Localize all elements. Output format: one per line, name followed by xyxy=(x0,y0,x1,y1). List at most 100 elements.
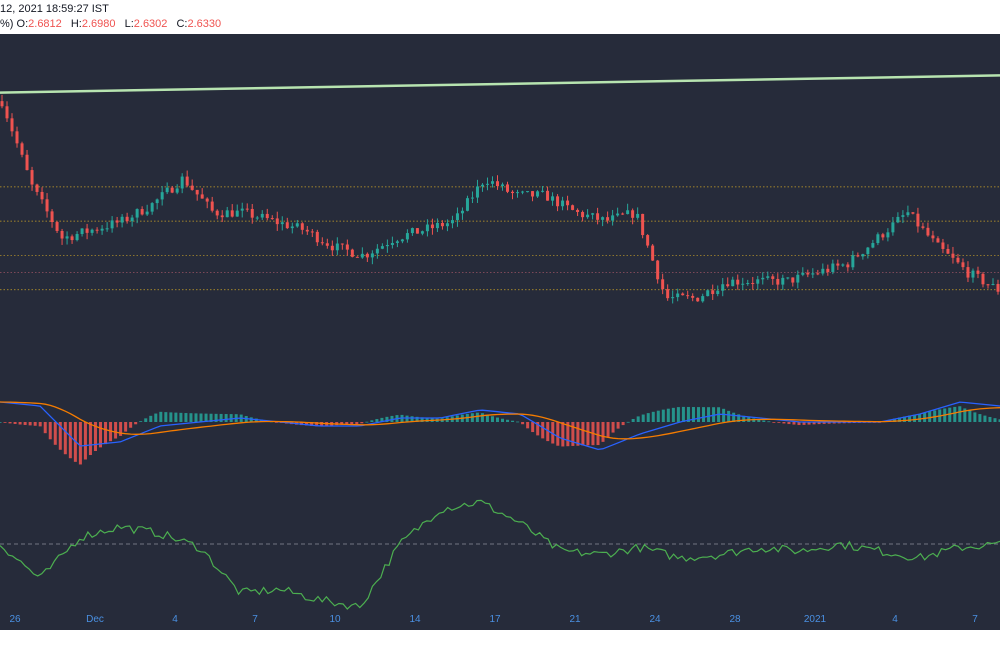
candle-body xyxy=(911,212,915,214)
candle-body xyxy=(275,218,279,225)
macd-histogram-bar xyxy=(174,412,178,422)
candle-body xyxy=(110,220,114,229)
macd-histogram-bar xyxy=(315,422,319,427)
candle-body xyxy=(420,231,424,234)
trend-line[interactable] xyxy=(0,74,1000,94)
macd-histogram-bar xyxy=(274,422,278,423)
macd-histogram-bar xyxy=(676,407,680,422)
candle-body xyxy=(836,263,840,266)
x-tick-label: 7 xyxy=(252,614,258,625)
candle-body xyxy=(821,268,825,274)
macd-histogram-bar xyxy=(159,411,163,422)
candle-body xyxy=(521,191,525,193)
open-label: O: xyxy=(16,18,29,30)
candle-body xyxy=(996,283,1000,292)
macd-histogram-bar xyxy=(903,416,907,422)
candle-body xyxy=(360,253,364,258)
candle-body xyxy=(200,194,204,199)
candle-body xyxy=(831,263,835,272)
macd-histogram-bar xyxy=(184,413,188,422)
candle-body xyxy=(20,143,24,155)
candle-body xyxy=(726,284,730,287)
macd-histogram-bar xyxy=(490,416,494,422)
candle-body xyxy=(320,242,324,244)
low-label: L: xyxy=(124,18,134,30)
trend-line-segment[interactable] xyxy=(0,74,1000,94)
candle-body xyxy=(571,205,575,210)
candle-body xyxy=(661,279,665,290)
candle-body xyxy=(490,181,494,184)
candle-body xyxy=(781,277,785,285)
candle-body xyxy=(736,279,740,285)
candle-body xyxy=(941,242,945,249)
macd-histogram-bar xyxy=(68,422,72,459)
macd-histogram-bar xyxy=(571,422,575,446)
candle-body xyxy=(80,228,84,235)
macd-histogram-bar xyxy=(485,414,489,422)
chart-canvas[interactable] xyxy=(0,34,1000,610)
macd-histogram-bar xyxy=(681,406,685,422)
candle-body xyxy=(806,272,810,275)
macd-histogram-bar xyxy=(918,414,922,422)
open-value: 2.6812 xyxy=(28,18,62,30)
x-tick-label: 7 xyxy=(972,614,978,625)
candle-body xyxy=(841,264,845,266)
chart-footer xyxy=(0,630,1000,660)
candle-body xyxy=(255,217,259,219)
macd-histogram-bar xyxy=(169,412,173,422)
x-tick-label: 14 xyxy=(409,614,421,625)
candle-body xyxy=(155,199,159,204)
x-tick-label: 17 xyxy=(489,614,501,625)
macd-histogram-bar xyxy=(134,422,138,425)
macd-histogram-bar xyxy=(586,422,590,446)
macd-histogram-bar xyxy=(536,422,540,436)
macd-line xyxy=(0,401,1000,451)
candle-body xyxy=(10,118,14,132)
candle-body xyxy=(470,197,474,199)
candle-body xyxy=(791,277,795,283)
macd-histogram-bar xyxy=(807,422,811,425)
candle-body xyxy=(145,211,149,215)
x-tick-label: 2021 xyxy=(803,614,827,625)
x-tick-label: 21 xyxy=(569,614,581,625)
macd-histogram-bar xyxy=(707,407,711,422)
macd-histogram-bar xyxy=(948,407,952,422)
macd-histogram-bar xyxy=(757,419,761,422)
candle-body xyxy=(901,215,905,217)
macd-histogram-bar xyxy=(998,419,1000,422)
candle-body xyxy=(906,212,910,216)
macd-histogram-bar xyxy=(43,422,47,434)
candle-body xyxy=(991,283,995,285)
candle-body xyxy=(75,234,79,241)
macd-histogram-bar xyxy=(546,422,550,442)
candle-body xyxy=(435,222,439,229)
candle-body xyxy=(485,183,489,185)
candle-body xyxy=(465,198,469,211)
candle-body xyxy=(631,210,635,218)
macd-histogram-bar xyxy=(661,409,665,422)
macd-histogram-bar xyxy=(380,417,384,422)
candle-body xyxy=(751,283,755,285)
candle-body xyxy=(340,243,344,245)
candle-body xyxy=(380,246,384,249)
candle-body xyxy=(290,226,294,229)
candle-body xyxy=(15,131,19,144)
candle-body xyxy=(761,277,765,280)
candle-body xyxy=(285,222,289,229)
macd-histogram-bar xyxy=(691,407,695,422)
macd-histogram-bar xyxy=(340,422,344,425)
candle-body xyxy=(536,191,540,197)
macd-histogram-bar xyxy=(782,422,786,424)
candle-body xyxy=(966,267,970,278)
macd-histogram-bar xyxy=(506,419,510,422)
candle-body xyxy=(581,212,585,218)
candle-body xyxy=(681,293,685,296)
candle-body xyxy=(931,235,935,239)
macd-histogram-bar xyxy=(310,422,314,426)
x-tick-label: 10 xyxy=(329,614,341,625)
macd-histogram-bar xyxy=(8,422,12,424)
candle-body xyxy=(480,184,484,187)
candle-body xyxy=(601,217,605,220)
macd-histogram-bar xyxy=(792,422,796,425)
candle-body xyxy=(526,191,530,193)
